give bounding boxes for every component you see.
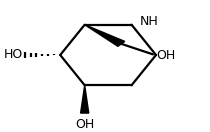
Text: OH: OH	[75, 118, 94, 131]
Text: NH: NH	[140, 15, 159, 27]
Text: HO: HO	[3, 48, 22, 62]
Text: OH: OH	[156, 49, 175, 62]
Polygon shape	[85, 25, 125, 46]
Polygon shape	[81, 85, 89, 113]
